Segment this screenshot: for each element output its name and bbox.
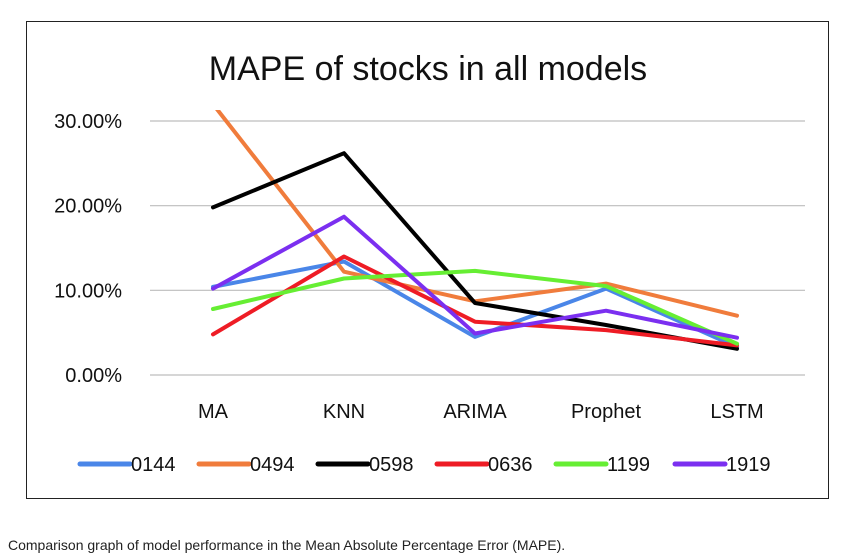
legend-label: 1919 [726, 454, 771, 476]
legend-label: 1199 [607, 454, 650, 476]
series-line-1199 [211, 268, 739, 346]
legend-entry-0636: 0636 [434, 454, 533, 476]
series-line-0494 [215, 110, 739, 318]
y-tick-label: 30.00% [54, 111, 122, 133]
y-tick-label: 20.00% [54, 196, 122, 218]
legend-label: 0144 [131, 454, 176, 476]
series-lines [211, 110, 739, 351]
legend-entry-1919: 1919 [672, 454, 771, 476]
x-tick-label: ARIMA [443, 401, 507, 423]
y-axis-tick-labels: 0.00% 10.00% 20.00% 30.00% [54, 111, 122, 387]
legend-entry-0144: 0144 [77, 454, 176, 476]
x-tick-label: LSTM [710, 401, 763, 423]
legend-entry-0494: 0494 [196, 454, 295, 476]
series-line-0598 [211, 151, 739, 351]
x-tick-label: Prophet [571, 401, 641, 423]
legend: 0144 0494 0598 0636 1199 1919 [77, 454, 771, 476]
legend-label: 0636 [488, 454, 533, 476]
series-line-1919 [211, 214, 739, 340]
gridlines [150, 120, 805, 376]
x-tick-label: MA [198, 401, 229, 423]
x-tick-label: KNN [323, 401, 365, 423]
legend-entry-0598: 0598 [315, 454, 414, 476]
legend-label: 0598 [369, 454, 414, 476]
y-tick-label: 0.00% [65, 365, 122, 387]
series-line-0636 [211, 254, 739, 348]
legend-label: 0494 [250, 454, 295, 476]
x-axis-tick-labels: MA KNN ARIMA Prophet LSTM [198, 401, 764, 423]
chart-title: MAPE of stocks in all models [209, 50, 647, 88]
legend-entry-1199: 1199 [553, 454, 650, 476]
chart-frame [26, 21, 829, 499]
y-tick-label: 10.00% [54, 280, 122, 302]
figure-caption: Comparison graph of model performance in… [8, 537, 566, 553]
series-line-0144 [211, 259, 739, 350]
